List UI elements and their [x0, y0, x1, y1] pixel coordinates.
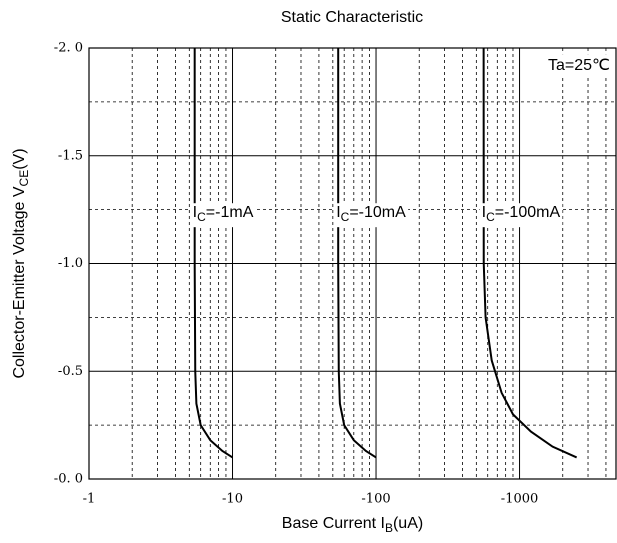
curve: [482, 47, 578, 459]
label-subscript: C: [341, 210, 350, 224]
y-axis-label: Collector-Emitter Voltage VCE(V): [11, 148, 31, 378]
label-text: I: [193, 204, 197, 221]
y-tick-label: -1.0: [58, 256, 83, 271]
plot-frame: [88, 47, 617, 480]
label-background: [190, 203, 256, 228]
x-tick-label: -100: [361, 492, 390, 507]
curve-label: IC=-100mA: [482, 204, 561, 224]
y-tick-label: -2. 0: [54, 41, 83, 56]
annotation: Ta=25℃: [548, 57, 610, 74]
curve-label: IC=-10mA: [336, 204, 406, 224]
label-suffix: (uA): [393, 515, 423, 532]
label-subscript: C: [486, 210, 495, 224]
label-subscript: C: [197, 210, 206, 224]
label-suffix: =-100mA: [495, 204, 561, 221]
label-subscript: B: [385, 521, 393, 535]
x-tick-label: -1000: [501, 492, 538, 507]
x-tick-label: -10: [222, 492, 243, 507]
label-suffix: (V): [11, 148, 28, 169]
y-tick-label: -0. 0: [54, 472, 83, 487]
label-text: I: [336, 204, 340, 221]
annotation-box: [543, 54, 614, 78]
x-axis-label: Base Current IB(uA): [282, 515, 423, 535]
label-text: Base Current I: [282, 515, 385, 532]
y-tick-label: -0.5: [58, 364, 83, 379]
x-tick-label: -1: [83, 492, 96, 507]
y-tick-label: -1.5: [58, 148, 83, 163]
curve: [337, 48, 377, 459]
label-text: I: [482, 204, 486, 221]
label-background: [479, 203, 563, 228]
label-text: Collector-Emitter Voltage V: [11, 186, 28, 378]
chart-title: Static Characteristic: [281, 9, 423, 26]
label-suffix: =-10mA: [349, 204, 406, 221]
label-background: [334, 203, 409, 228]
curve-label: IC=-1mA: [193, 204, 254, 224]
curve: [193, 48, 234, 459]
label-suffix: =-1mA: [206, 204, 254, 221]
label-subscript: CE: [17, 170, 31, 187]
